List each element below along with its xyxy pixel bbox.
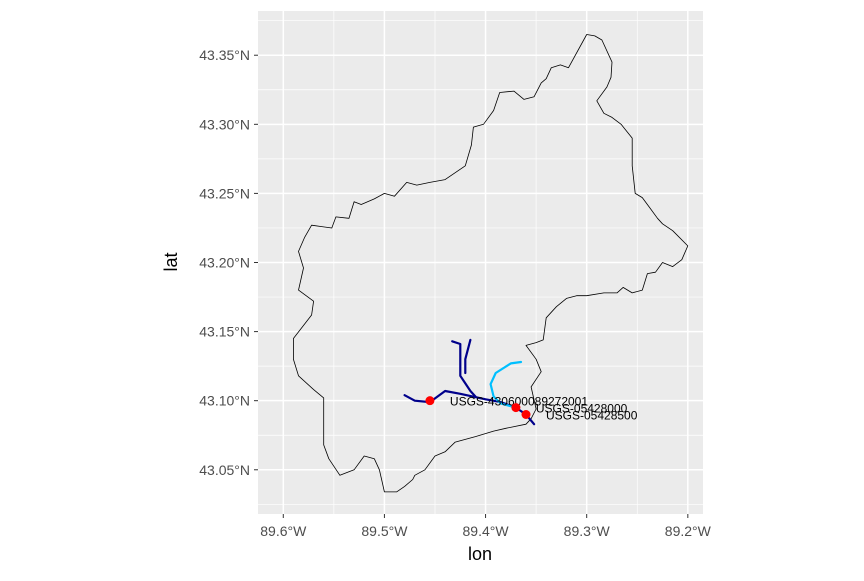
x-tick-label: 89.4°W bbox=[463, 523, 510, 539]
x-axis-ticks: 89.6°W 89.5°W 89.4°W 89.3°W 89.2°W bbox=[260, 514, 712, 539]
x-axis-title: lon bbox=[468, 544, 492, 564]
site-point bbox=[511, 403, 521, 413]
stream-line bbox=[489, 360, 523, 409]
y-tick-label: 43.35°N bbox=[199, 47, 250, 63]
x-tick-label: 89.3°W bbox=[564, 523, 611, 539]
y-tick-label: 43.25°N bbox=[199, 185, 250, 201]
y-tick-label: 43.10°N bbox=[199, 393, 250, 409]
y-tick-label: 43.15°N bbox=[199, 324, 250, 340]
y-tick-label: 43.30°N bbox=[199, 116, 250, 132]
basin-outline bbox=[293, 34, 689, 493]
basin-outline-layer bbox=[293, 34, 689, 493]
site-label: USGS-05428000 bbox=[536, 402, 628, 416]
y-axis-title: lat bbox=[161, 252, 181, 271]
y-tick-label: 43.20°N bbox=[199, 255, 250, 271]
x-tick-label: 89.6°W bbox=[260, 523, 307, 539]
site-label: USGS-05428500 bbox=[546, 409, 638, 423]
site-point bbox=[521, 410, 531, 420]
stream-line bbox=[403, 389, 536, 426]
x-tick-label: 89.2°W bbox=[665, 523, 712, 539]
stream-line bbox=[451, 340, 477, 398]
streams-layer bbox=[403, 338, 536, 426]
y-axis-ticks: 43.05°N 43.10°N 43.15°N 43.20°N 43.25°N 43.30… bbox=[199, 47, 258, 478]
y-tick-label: 43.05°N bbox=[199, 462, 250, 478]
x-tick-label: 89.5°W bbox=[361, 523, 408, 539]
sites-layer: USGS-430600089272001USGS-05428000USGS-05… bbox=[425, 395, 638, 423]
site-point bbox=[425, 396, 435, 406]
stream-line bbox=[464, 338, 472, 375]
site-label: USGS-430600089272001 bbox=[450, 395, 588, 409]
